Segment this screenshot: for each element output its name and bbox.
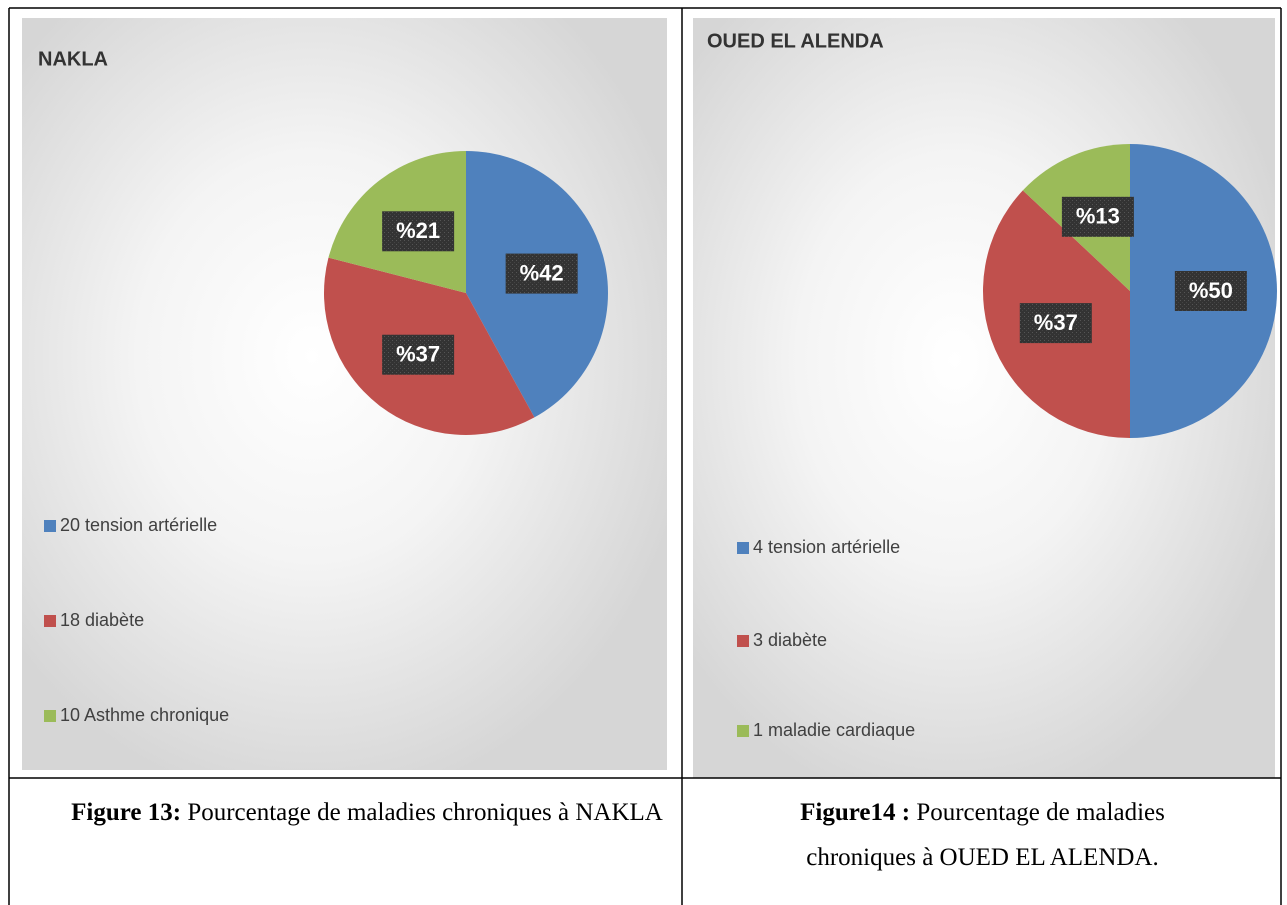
- legend-label: 20 tension artérielle: [60, 515, 217, 535]
- data-label-box: [505, 253, 578, 294]
- legend-swatch: [44, 710, 56, 722]
- legend-swatch: [737, 542, 749, 554]
- data-label-box: [1019, 303, 1092, 344]
- caption: Figure14 : Pourcentage de maladies chron…: [775, 790, 1190, 880]
- legend-label: 3 diabète: [753, 630, 827, 650]
- table-borders: [8, 7, 1282, 905]
- caption-text: Pourcentage de maladies chroniques à OUE…: [806, 799, 1165, 871]
- chart-area: [22, 18, 667, 770]
- data-label: %42: [520, 260, 564, 285]
- legend-label: 10 Asthme chronique: [60, 705, 229, 725]
- chart-title: OUED EL ALENDA: [707, 30, 884, 52]
- data-label-box: [382, 334, 455, 375]
- legend-swatch: [44, 520, 56, 532]
- legend-label: 4 tension artérielle: [753, 537, 900, 557]
- caption: Figure 13: Pourcentage de maladies chron…: [52, 790, 682, 835]
- data-label-box: [382, 211, 455, 252]
- chart-title: NAKLA: [38, 48, 108, 70]
- data-label: %21: [396, 218, 440, 243]
- legend-swatch: [44, 615, 56, 627]
- data-label: %50: [1189, 278, 1233, 303]
- data-label-box: [1174, 271, 1247, 311]
- caption-text: Pourcentage de maladies chroniques à NAK…: [187, 799, 663, 826]
- data-label-box: [1061, 196, 1134, 237]
- data-label: %13: [1076, 204, 1120, 229]
- caption-label: Figure 13:: [71, 799, 182, 826]
- caption-label: Figure14 :: [800, 799, 911, 826]
- data-label: %37: [396, 342, 440, 367]
- legend-swatch: [737, 725, 749, 737]
- legend-label: 18 diabète: [60, 610, 144, 630]
- legend-label: 1 maladie cardiaque: [753, 720, 915, 740]
- data-label: %37: [1034, 310, 1078, 335]
- legend-swatch: [737, 635, 749, 647]
